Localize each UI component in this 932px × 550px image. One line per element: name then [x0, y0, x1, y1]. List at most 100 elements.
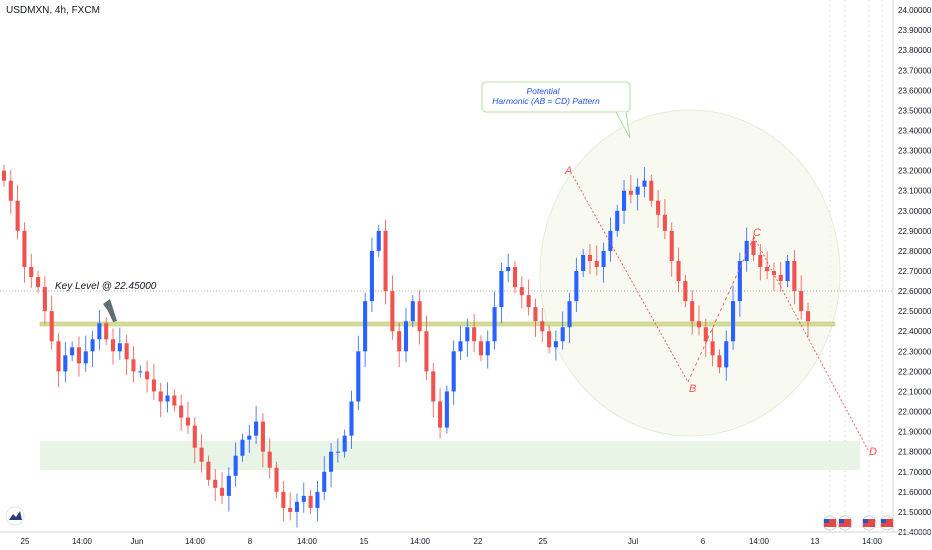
candle-down[interactable] [710, 341, 715, 356]
key-level-band[interactable] [39, 321, 836, 327]
candle-up[interactable] [369, 250, 374, 302]
pattern-zone[interactable] [539, 109, 841, 437]
candle-down[interactable] [778, 275, 783, 282]
candle-down[interactable] [758, 254, 763, 268]
candle-down[interactable] [662, 214, 667, 231]
candle-up[interactable] [560, 327, 565, 342]
demand-zone[interactable] [40, 441, 860, 470]
candle-down[interactable] [594, 260, 599, 268]
economic-event-icons[interactable] [822, 515, 895, 531]
candle-up[interactable] [635, 186, 640, 195]
pattern-line-cd[interactable] [753, 236, 869, 451]
candle-down[interactable] [36, 277, 41, 288]
candle-down[interactable] [213, 479, 218, 488]
candle-up[interactable] [315, 491, 320, 508]
candle-down[interactable] [628, 190, 633, 195]
candle-down[interactable] [669, 230, 674, 261]
candle-down[interactable] [792, 260, 797, 292]
candle-up[interactable] [601, 250, 606, 268]
candle-down[interactable] [56, 341, 61, 372]
candle-up[interactable] [642, 180, 647, 187]
candle-down[interactable] [151, 379, 156, 392]
candle-up[interactable] [737, 260, 742, 302]
candle-up[interactable] [294, 501, 300, 512]
candle-down[interactable] [526, 295, 531, 308]
candle-up[interactable] [403, 321, 409, 352]
candle-down[interactable] [76, 347, 81, 364]
candle-up[interactable] [90, 339, 95, 352]
candle-down[interactable] [288, 507, 293, 512]
candle-up[interactable] [247, 435, 252, 440]
candle-down[interactable] [308, 495, 313, 508]
candle-down[interactable] [656, 200, 661, 215]
candle-down[interactable] [185, 417, 191, 426]
candle-up[interactable] [567, 301, 572, 328]
candle-down[interactable] [219, 487, 225, 496]
candle-down[interactable] [260, 421, 265, 452]
candle-up[interactable] [329, 451, 334, 472]
candle-down[interactable] [424, 331, 429, 372]
candle-down[interactable] [29, 267, 34, 278]
candle-up[interactable] [621, 190, 627, 211]
candle-up[interactable] [254, 421, 259, 436]
candle-down[interactable] [696, 321, 702, 328]
candle-down[interactable] [8, 180, 13, 201]
candle-up[interactable] [744, 240, 749, 261]
pattern-callout[interactable]: Potential Harmonic (AB = CD) Pattern [481, 81, 631, 139]
candle-up[interactable] [63, 355, 68, 372]
candle-up[interactable] [451, 351, 456, 392]
candle-down[interactable] [110, 339, 116, 352]
candle-down[interactable] [649, 180, 654, 201]
candle-down[interactable] [751, 240, 756, 255]
candle-up[interactable] [581, 254, 586, 272]
candle-down[interactable] [49, 311, 54, 342]
key-level-arrow-icon[interactable] [103, 299, 117, 322]
candle-up[interactable] [608, 230, 613, 251]
candle-up[interactable] [553, 341, 558, 348]
candle-down[interactable] [104, 323, 109, 340]
candle-down[interactable] [206, 461, 211, 480]
candle-up[interactable] [165, 395, 170, 402]
candle-up[interactable] [444, 391, 449, 428]
candle-down[interactable] [15, 200, 20, 231]
candle-down[interactable] [22, 230, 27, 268]
candle-up[interactable] [117, 343, 122, 352]
candle-down[interactable] [431, 371, 436, 402]
candle-up[interactable] [70, 347, 75, 356]
candle-up[interactable] [240, 439, 245, 456]
candle-up[interactable] [335, 451, 340, 453]
candle-down[interactable] [267, 451, 272, 468]
candle-down[interactable] [472, 327, 477, 342]
candle-down[interactable] [512, 267, 518, 288]
tradingview-logo-icon[interactable] [5, 506, 25, 526]
candle-down[interactable] [799, 291, 804, 312]
candle-up[interactable] [301, 495, 306, 502]
candle-up[interactable] [342, 435, 347, 452]
candle-down[interactable] [587, 254, 593, 261]
candle-up[interactable] [492, 307, 497, 342]
candle-up[interactable] [226, 475, 231, 496]
candle-down[interactable] [417, 301, 422, 332]
pattern-line-bc[interactable] [687, 236, 755, 383]
candle-down[interactable] [145, 371, 150, 380]
candle-down[interactable] [703, 327, 708, 342]
candle-down[interactable] [690, 301, 695, 322]
time-axis[interactable]: 25 14:00 Jun 14:00 8 14:00 15 14:00 22 25 Jul 6 14:0… [21, 537, 883, 546]
candle-down[interactable] [179, 405, 184, 418]
candle-up[interactable] [499, 271, 504, 308]
candle-down[interactable] [771, 271, 776, 276]
candle-down[interactable] [274, 467, 279, 492]
candle-up[interactable] [376, 230, 381, 251]
candle-down[interactable] [765, 267, 770, 272]
candle-down[interactable] [478, 341, 483, 356]
candle-down[interactable] [281, 491, 286, 508]
candle-up[interactable] [615, 210, 620, 231]
candle-up[interactable] [97, 323, 102, 340]
candle-down[interactable] [124, 343, 129, 360]
candle-up[interactable] [410, 301, 415, 322]
candle-down[interactable] [172, 395, 177, 406]
candle-down[interactable] [438, 401, 443, 428]
candle-down[interactable] [158, 391, 163, 402]
candle-down[interactable] [519, 287, 524, 296]
candle-up[interactable] [574, 271, 579, 302]
